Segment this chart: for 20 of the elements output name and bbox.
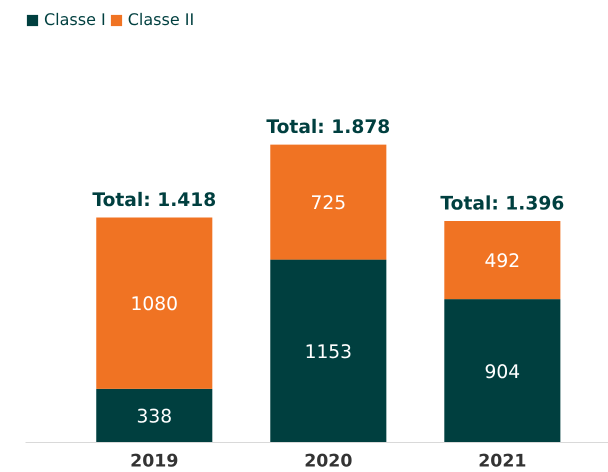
data-label: 1080: [130, 294, 178, 316]
legend-label: Classe I: [44, 10, 106, 29]
total-label: Total: 1.396: [440, 194, 564, 215]
legend-label: Classe II: [128, 10, 194, 29]
total-label: Total: 1.418: [92, 190, 216, 212]
bar: [96, 388, 212, 442]
bar: [444, 221, 560, 300]
data-label: 1153: [304, 342, 352, 364]
bar: [96, 218, 212, 389]
bar: [270, 260, 386, 442]
x-tick-label: 2020: [304, 452, 352, 472]
data-label: 904: [484, 362, 520, 383]
data-label: 725: [310, 193, 346, 214]
bar: [444, 299, 560, 442]
x-tick-label: 2019: [130, 452, 178, 472]
bar: [270, 144, 386, 260]
data-label: 492: [484, 251, 520, 272]
x-tick-label: 2021: [478, 452, 526, 472]
data-label: 338: [136, 406, 172, 428]
total-label: Total: 1.878: [266, 117, 390, 138]
